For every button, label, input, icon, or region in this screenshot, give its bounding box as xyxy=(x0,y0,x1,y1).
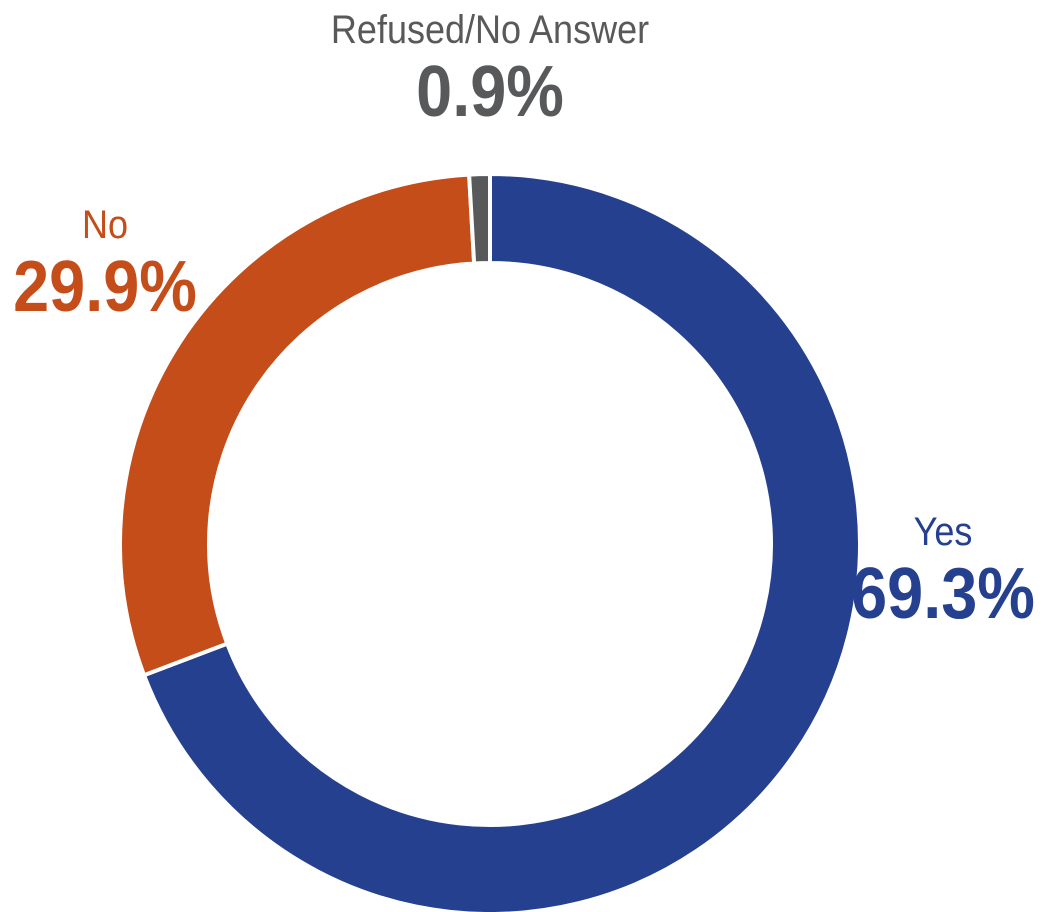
slice-category-refused-no-answer: Refused/No Answer xyxy=(330,8,650,52)
slice-value-no: 29.9% xyxy=(13,247,197,327)
slice-label-refused-no-answer: Refused/No Answer 0.9% xyxy=(313,10,667,128)
slice-yes xyxy=(141,171,862,912)
slice-value-yes: 69.3% xyxy=(851,554,1035,634)
slice-refused-no-answer xyxy=(466,171,492,266)
slice-label-yes: Yes 69.3% xyxy=(841,512,1045,630)
slice-category-no: No xyxy=(81,203,129,247)
slice-no xyxy=(118,172,477,678)
slice-label-no: No 29.9% xyxy=(3,205,207,323)
slice-value-refused-no-answer: 0.9% xyxy=(416,52,564,132)
slice-category-yes: Yes xyxy=(913,510,973,554)
donut-slices xyxy=(118,171,862,912)
